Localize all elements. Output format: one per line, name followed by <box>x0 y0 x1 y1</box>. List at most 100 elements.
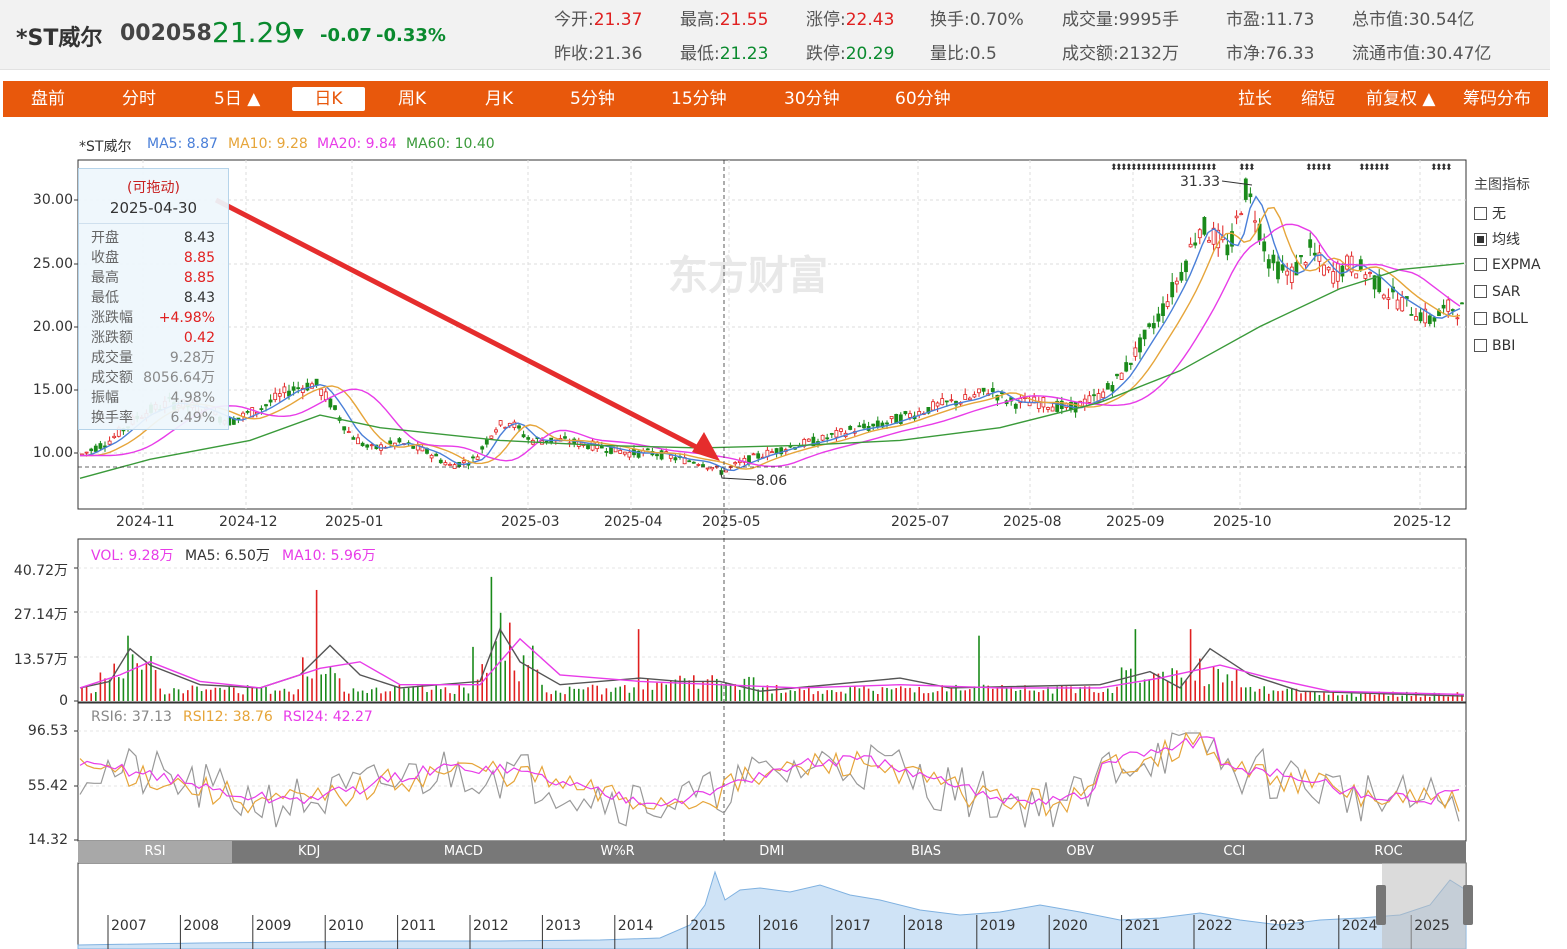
checkbox-label: BOLL <box>1492 311 1528 327</box>
tooltip-row: 最低 8.43 <box>79 288 228 308</box>
indicator-tab[interactable]: MACD <box>443 844 483 859</box>
side-panel-title: 主图指标 <box>1474 177 1530 193</box>
event-marker: ⬍ <box>1130 163 1138 173</box>
candle-body <box>848 426 853 430</box>
checkbox-icon[interactable] <box>1474 207 1487 220</box>
checkbox-icon[interactable] <box>1474 285 1487 298</box>
candle-body <box>931 401 935 411</box>
quote-label: 市净: <box>1226 44 1266 64</box>
stock-header: *ST威尔 002058 21.29 ▼ -0.07 -0.33% 今开:21.… <box>0 0 1550 70</box>
candle-body <box>1128 362 1133 365</box>
ma5-line <box>80 195 1461 472</box>
candle-body <box>701 464 705 467</box>
candle-body <box>696 463 701 466</box>
candle-body <box>1423 308 1428 324</box>
indicator-tab[interactable]: BIAS <box>911 844 941 859</box>
period-tab[interactable]: 周K <box>398 89 427 109</box>
quote-value: 20.29 <box>845 44 895 64</box>
tooltip-value: 4.98% <box>170 390 215 406</box>
checkbox-icon[interactable] <box>1474 312 1487 325</box>
candle-body <box>1165 301 1170 307</box>
period-tab[interactable]: 5日 ▲ <box>214 89 261 109</box>
candle-body <box>452 464 457 469</box>
quote-label: 今开: <box>554 10 594 30</box>
chart-option-button[interactable]: 缩短 <box>1301 89 1335 109</box>
period-tab[interactable]: 盘前 <box>31 89 65 109</box>
indicator-checkbox[interactable]: EXPMA <box>1474 257 1541 273</box>
indicator-checkbox[interactable]: SAR <box>1474 284 1520 300</box>
tooltip-key: 振幅 <box>91 390 119 406</box>
candle-body <box>1289 266 1294 283</box>
candle-body <box>296 387 301 390</box>
checkbox-label: BBI <box>1492 338 1516 354</box>
candle-body <box>1317 252 1322 262</box>
checkbox-label: SAR <box>1492 284 1521 300</box>
period-tab[interactable]: 分时 <box>122 89 156 109</box>
indicator-checkbox[interactable]: 均线 <box>1474 229 1520 249</box>
candle-body <box>940 398 945 406</box>
chart-option-button[interactable]: 筹码分布 <box>1463 89 1531 109</box>
indicator-tab[interactable]: CCI <box>1223 844 1246 859</box>
period-tab[interactable]: 日K <box>292 87 365 111</box>
stock-code: 002058 <box>120 21 212 46</box>
candle-body <box>1280 264 1285 271</box>
red-arrow-shaft <box>214 197 702 452</box>
indicator-tab[interactable]: DMI <box>759 844 785 859</box>
price-tick: 15.00 <box>32 382 73 398</box>
candle-body <box>862 423 866 429</box>
quote-item: 成交量:9995手 <box>1062 5 1179 30</box>
chart-option-button[interactable]: 拉长 <box>1238 89 1272 109</box>
quote-label: 总市值: <box>1352 10 1409 30</box>
indicator-tab[interactable]: RSI <box>78 841 232 863</box>
date-tick: 2024-11 <box>116 514 175 530</box>
indicator-tab[interactable]: OBV <box>1066 844 1095 859</box>
candle-body <box>521 434 526 438</box>
event-marker: ⬍ <box>1305 163 1313 173</box>
period-tab[interactable]: 月K <box>485 89 514 109</box>
checkbox-icon[interactable] <box>1474 339 1487 352</box>
price-change-pct: -0.33% <box>376 25 446 46</box>
candle-body <box>1414 316 1418 321</box>
candle-body <box>434 453 439 457</box>
event-marker: ⬍ <box>1195 163 1203 173</box>
quote-item: 成交额:2132万 <box>1062 39 1179 64</box>
candle-body <box>903 411 908 415</box>
tooltip-row: 成交额 8056.64万 <box>79 368 228 388</box>
tooltip-key: 成交额 <box>91 370 133 386</box>
candle-body <box>1372 275 1377 290</box>
checkbox-icon[interactable] <box>1474 233 1487 246</box>
chart-toolbar: 盘前 分时 5日 ▲ 日K 周K 月K 5分钟 15分钟 30分钟 60分钟 拉长 缩短 前复权 ▲ 筹码… <box>3 81 1548 117</box>
period-tab[interactable]: 60分钟 <box>895 89 951 109</box>
chart-option-button[interactable]: 前复权 ▲ <box>1366 89 1436 109</box>
candle-body <box>443 462 448 466</box>
low-label: 8.06 <box>756 473 787 489</box>
candle-body <box>1124 362 1129 372</box>
indicator-tab[interactable]: ROC <box>1374 844 1403 859</box>
event-marker: ⬍ <box>1315 163 1323 173</box>
event-marker: ⬍ <box>1325 163 1333 173</box>
quote-label: 量比: <box>930 44 970 64</box>
candle-body <box>351 437 356 440</box>
indicator-checkbox[interactable]: 无 <box>1474 203 1506 223</box>
quote-value: 76.33 <box>1265 44 1315 64</box>
candle-body <box>1184 260 1188 273</box>
indicator-checkbox[interactable]: BOLL <box>1474 311 1528 327</box>
indicator-tab[interactable]: KDJ <box>298 844 321 859</box>
checkbox-icon[interactable] <box>1474 258 1487 271</box>
candle-body <box>586 445 590 450</box>
candle-body <box>1322 264 1326 276</box>
period-tab[interactable]: 5分钟 <box>570 89 615 109</box>
indicator-tab[interactable]: W%R <box>600 844 635 859</box>
indicator-checkbox[interactable]: BBI <box>1474 338 1515 354</box>
price-panel-frame <box>77 159 1467 510</box>
navigator-year: 2023 <box>1269 918 1306 934</box>
tooltip-value: 9.28万 <box>169 350 215 366</box>
ma20-line <box>80 223 1461 467</box>
data-tooltip[interactable]: (可拖动) 2025-04-30 开盘 8.43 收盘 8.85 最高 8.85 最低 8.4… <box>78 168 229 430</box>
period-tab[interactable]: 15分钟 <box>671 89 727 109</box>
tooltip-value: +4.98% <box>158 310 215 326</box>
quote-label: 涨停: <box>806 10 846 30</box>
candle-body <box>751 453 756 456</box>
period-tab[interactable]: 30分钟 <box>784 89 840 109</box>
